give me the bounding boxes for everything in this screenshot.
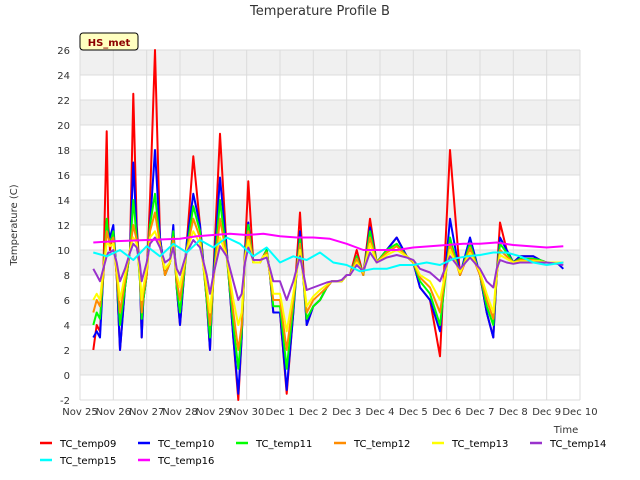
y-tick-label: 20	[57, 121, 70, 132]
x-tick-label: Nov 29	[196, 407, 231, 418]
y-tick-label: 16	[57, 171, 70, 182]
series-line-TC_temp15	[93, 236, 564, 273]
x-tick-label: Dec 2	[299, 407, 328, 418]
x-tick-label: Nov 25	[62, 407, 97, 418]
x-tick-label: Dec 1	[266, 407, 295, 418]
badge-label: HS_met	[88, 38, 131, 49]
legend-item-TC_temp15: TC_temp15	[40, 456, 116, 467]
x-tick-label: Dec 7	[466, 407, 495, 418]
plot-band	[80, 100, 580, 125]
y-tick-label: 10	[57, 246, 70, 257]
plot-band	[80, 150, 580, 175]
series-line-TC_temp16	[93, 232, 564, 251]
legend-label: TC_temp11	[255, 439, 312, 450]
x-tick-label: Nov 30	[229, 407, 264, 418]
legend-item-TC_temp11: TC_temp11	[236, 439, 312, 450]
legend: TC_temp09 TC_temp10 TC_temp11 TC_temp12 TC_t…	[40, 439, 606, 467]
plot-band	[80, 300, 580, 325]
y-tick-label: 8	[64, 271, 70, 282]
plot-band	[80, 200, 580, 225]
y-tick-label: 0	[64, 371, 70, 382]
y-tick-label: 4	[64, 321, 70, 332]
legend-label: TC_temp10	[157, 439, 214, 450]
y-tick-label: -2	[60, 396, 70, 407]
y-tick-label: 26	[57, 46, 70, 57]
legend-item-TC_temp09: TC_temp09	[40, 439, 116, 450]
legend-item-TC_temp16: TC_temp16	[138, 456, 214, 467]
x-tick-label: Dec 9	[532, 407, 561, 418]
legend-item-TC_temp12: TC_temp12	[334, 439, 410, 450]
station-badge: HS_met	[79, 32, 139, 51]
legend-item-TC_temp13: TC_temp13	[432, 439, 508, 450]
x-tick-label: Nov 28	[162, 407, 197, 418]
y-axis-label: Temperature (C)	[9, 184, 20, 266]
chart-title: Temperature Profile B	[249, 4, 390, 19]
y-tick-label: 12	[57, 221, 70, 232]
legend-label: TC_temp09	[59, 439, 116, 450]
badge-box	[79, 32, 139, 51]
legend-label: TC_temp12	[353, 439, 410, 450]
x-tick-label: Nov 26	[96, 407, 131, 418]
legend-label: TC_temp16	[157, 456, 214, 467]
series-line-TC_temp14	[92, 236, 564, 301]
x-axis-label: Time	[553, 425, 578, 436]
plot-band	[80, 50, 580, 75]
y-tick-label: 2	[64, 346, 70, 357]
legend-item-TC_temp10: TC_temp10	[138, 439, 214, 450]
y-tick-label: 22	[57, 96, 70, 107]
x-tick-label: Dec 6	[432, 407, 461, 418]
legend-label: TC_temp15	[59, 456, 116, 467]
x-tick-label: Dec 4	[366, 407, 395, 418]
plot-band	[80, 350, 580, 375]
legend-label: TC_temp14	[549, 439, 606, 450]
y-tick-label: 24	[57, 71, 70, 82]
x-tick-label: Dec 8	[499, 407, 528, 418]
x-tick-label: Dec 10	[562, 407, 597, 418]
legend-label: TC_temp13	[451, 439, 508, 450]
y-tick-label: 6	[64, 296, 70, 307]
y-tick-label: 18	[57, 146, 70, 157]
legend-item-TC_temp14: TC_temp14	[530, 439, 606, 450]
x-tick-label: Dec 3	[332, 407, 361, 418]
x-tick-label: Dec 5	[399, 407, 428, 418]
x-tick-label: Nov 27	[129, 407, 164, 418]
y-tick-label: 14	[57, 196, 70, 207]
series-layer	[92, 49, 564, 401]
